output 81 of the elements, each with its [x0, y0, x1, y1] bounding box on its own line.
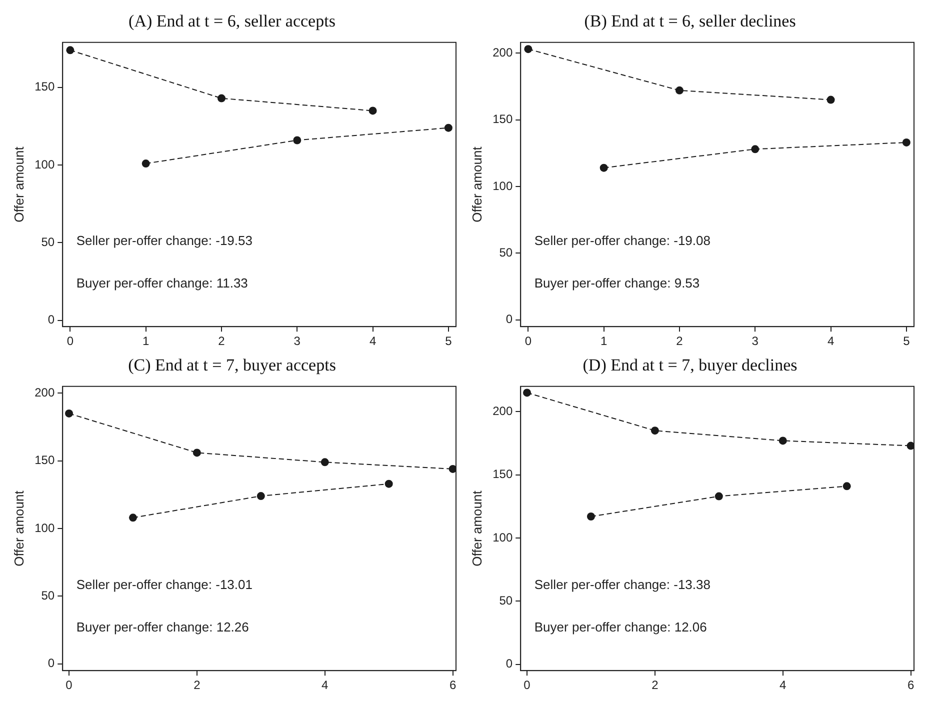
y-axis-title: Offer amount — [11, 490, 26, 566]
point — [128, 514, 137, 522]
annotation: Buyer per-offer change: 12.06 — [534, 620, 707, 635]
x-tick-label: 0 — [66, 334, 74, 348]
x-tick-label: 6 — [449, 678, 456, 692]
y-axis-title: Offer amount — [11, 146, 26, 222]
point — [66, 46, 74, 54]
x-tick-label: 1 — [600, 334, 608, 348]
x-tick-label: 2 — [652, 678, 659, 692]
annotation: Seller per-offer change: -13.38 — [534, 576, 710, 592]
annotation: Seller per-offer change: -13.01 — [76, 576, 252, 592]
y-tick-label: 150 — [34, 453, 55, 468]
y-tick-label: 100 — [492, 178, 513, 193]
chart-title: (C) End at t = 7, buyer accepts — [128, 356, 336, 375]
point — [524, 45, 532, 54]
y-tick-label: 0 — [48, 312, 55, 327]
y-tick-label: 50 — [41, 588, 55, 602]
y-tick-label: 150 — [34, 80, 55, 94]
annotation: Buyer per-offer change: 9.53 — [534, 276, 700, 291]
point — [320, 458, 329, 466]
point — [902, 138, 910, 146]
chart-title: (B) End at t = 6, seller declines — [584, 12, 796, 31]
point — [751, 145, 760, 154]
chart-title: (A) End at t = 6, seller accepts — [128, 12, 336, 31]
annotation: Seller per-offer change: -19.53 — [76, 232, 252, 248]
x-tick-label: 2 — [676, 334, 684, 348]
x-tick-label: 0 — [524, 334, 532, 348]
point — [778, 436, 787, 445]
point — [675, 86, 684, 94]
x-tick-label: 6 — [907, 678, 914, 692]
y-tick-label: 100 — [492, 530, 513, 544]
y-tick-label: 100 — [34, 520, 55, 535]
point — [523, 388, 532, 397]
y-axis-title: Offer amount — [469, 490, 484, 566]
point — [906, 442, 914, 450]
x-tick-label: 4 — [827, 334, 834, 348]
y-tick-label: 200 — [492, 404, 513, 418]
point — [256, 492, 265, 500]
y-tick-label: 200 — [492, 45, 513, 60]
x-tick-label: 0 — [524, 678, 531, 692]
y-tick-label: 100 — [34, 157, 55, 172]
y-tick-label: 150 — [492, 467, 513, 482]
x-tick-label: 0 — [66, 678, 73, 692]
x-tick-label: 3 — [294, 334, 301, 348]
point — [217, 94, 226, 102]
point — [586, 512, 595, 520]
y-tick-label: 50 — [499, 246, 513, 260]
point — [650, 426, 659, 435]
x-tick-label: 3 — [752, 334, 759, 348]
x-tick-label: 4 — [369, 334, 376, 348]
y-tick-label: 50 — [499, 593, 513, 608]
annotation: Buyer per-offer change: 12.26 — [76, 620, 249, 635]
x-tick-label: 2 — [218, 334, 226, 348]
x-tick-label: 4 — [780, 678, 787, 692]
y-axis-title: Offer amount — [469, 146, 484, 222]
x-tick-label: 2 — [194, 678, 201, 692]
point — [368, 106, 377, 115]
point — [142, 160, 150, 168]
x-tick-label: 1 — [142, 334, 150, 348]
point — [448, 464, 456, 473]
point — [293, 136, 302, 144]
annotation: Seller per-offer change: -19.08 — [534, 232, 710, 248]
x-tick-label: 5 — [903, 334, 910, 348]
point — [444, 124, 452, 132]
point — [65, 409, 74, 418]
y-tick-label: 150 — [492, 112, 513, 126]
y-tick-label: 200 — [34, 385, 55, 400]
point — [826, 96, 835, 104]
y-tick-label: 0 — [506, 656, 513, 671]
chart-title: (D) End at t = 7, buyer declines — [582, 356, 798, 375]
point — [842, 482, 851, 490]
y-tick-label: 50 — [41, 235, 55, 250]
x-tick-label: 5 — [445, 334, 452, 348]
point — [600, 164, 608, 172]
point — [714, 492, 723, 500]
y-tick-label: 0 — [506, 312, 513, 326]
y-tick-label: 0 — [48, 656, 55, 670]
point — [192, 448, 201, 457]
annotation: Buyer per-offer change: 11.33 — [76, 276, 248, 291]
x-tick-label: 4 — [322, 678, 329, 692]
point — [384, 480, 393, 488]
